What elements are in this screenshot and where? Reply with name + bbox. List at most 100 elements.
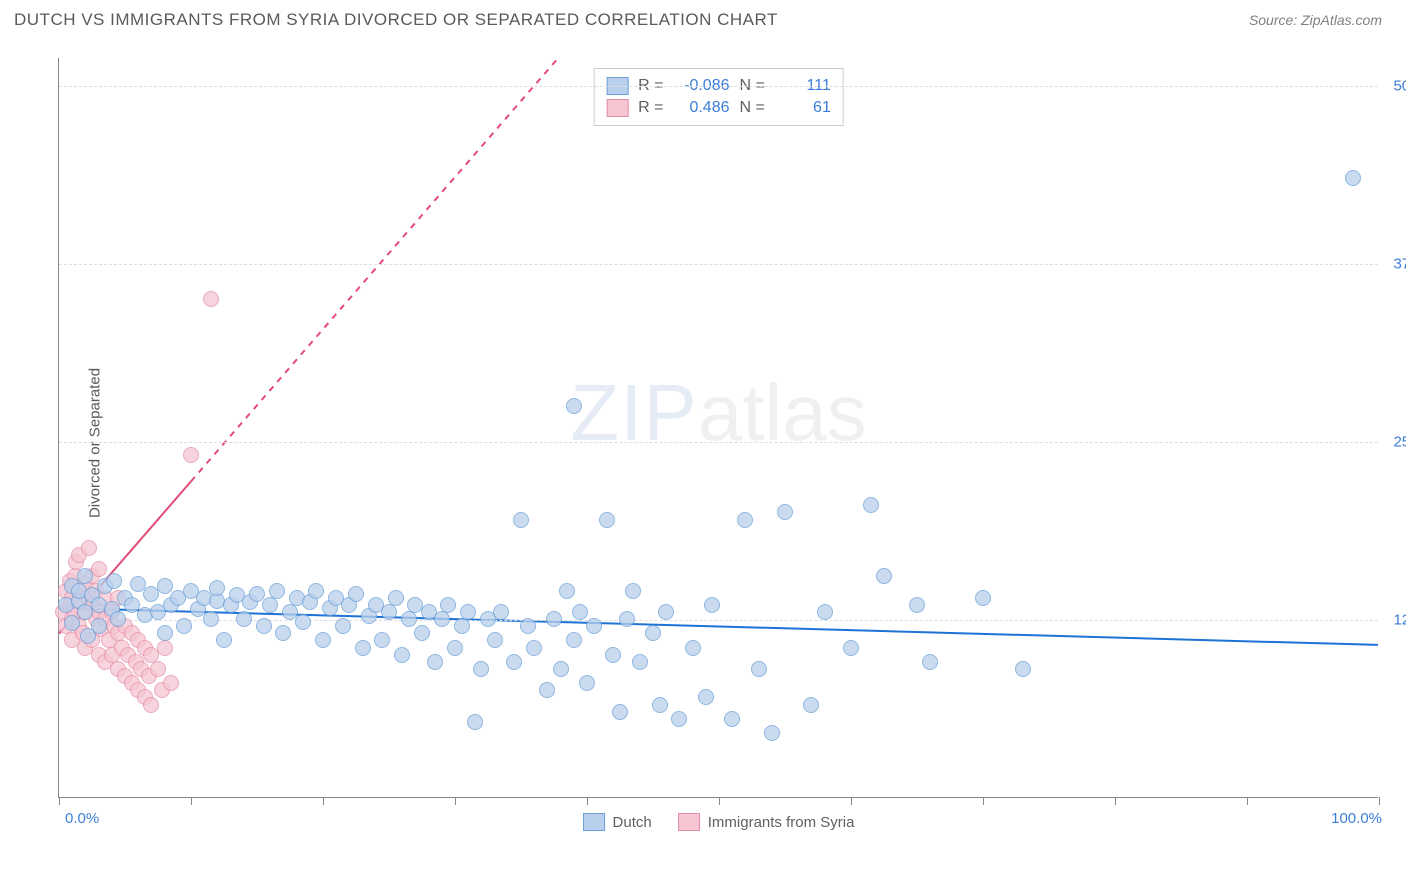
legend-n-value-syria: 61 [775,99,831,117]
data-point-dutch [572,604,588,620]
data-point-syria [81,540,97,556]
data-point-dutch [77,568,93,584]
data-point-syria [203,291,219,307]
data-point-dutch [1345,170,1361,186]
watermark-atlas: atlas [698,368,867,457]
data-point-dutch [262,597,278,613]
data-point-dutch [315,632,331,648]
data-point-dutch [256,618,272,634]
grid-line [59,442,1378,443]
data-point-dutch [566,398,582,414]
data-point-dutch [909,597,925,613]
data-point-dutch [803,697,819,713]
data-point-dutch [599,512,615,528]
x-tick [1379,797,1380,805]
data-point-dutch [275,625,291,641]
data-point-dutch [652,697,668,713]
data-point-dutch [487,632,503,648]
x-tick [191,797,192,805]
data-point-dutch [394,647,410,663]
data-point-dutch [348,586,364,602]
data-point-syria [157,640,173,656]
data-point-dutch [467,714,483,730]
data-point-dutch [619,611,635,627]
data-point-dutch [447,640,463,656]
data-point-dutch [335,618,351,634]
data-point-dutch [427,654,443,670]
data-point-dutch [863,497,879,513]
y-tick-label: 50.0% [1393,78,1406,95]
data-point-dutch [559,583,575,599]
data-point-dutch [176,618,192,634]
data-point-dutch [308,583,324,599]
data-point-dutch [526,640,542,656]
data-point-dutch [586,618,602,634]
data-point-dutch [553,661,569,677]
data-point-dutch [157,625,173,641]
legend-stats: R = -0.086 N = 111 R = 0.486 N = 61 [593,68,844,126]
watermark: ZIPatlas [570,367,866,459]
data-point-dutch [843,640,859,656]
source-attribution: Source: ZipAtlas.com [1249,12,1382,28]
data-point-dutch [632,654,648,670]
x-tick [1247,797,1248,805]
data-point-dutch [625,583,641,599]
data-point-dutch [388,590,404,606]
data-point-dutch [876,568,892,584]
legend-stats-row-syria: R = 0.486 N = 61 [606,97,831,119]
data-point-dutch [658,604,674,620]
data-point-dutch [460,604,476,620]
legend-swatch-syria [678,813,700,831]
legend-item-syria: Immigrants from Syria [678,813,855,831]
x-tick [323,797,324,805]
data-point-dutch [454,618,470,634]
x-tick [983,797,984,805]
x-axis-min-label: 0.0% [65,810,99,827]
data-point-dutch [975,590,991,606]
data-point-dutch [685,640,701,656]
plot-area: ZIPatlas R = -0.086 N = 111 R = 0.486 N … [58,58,1378,798]
grid-line [59,264,1378,265]
data-point-dutch [579,675,595,691]
data-point-syria [163,675,179,691]
data-point-dutch [566,632,582,648]
legend-r-value-syria: 0.486 [674,99,730,117]
chart-container: Divorced or Separated ZIPatlas R = -0.08… [50,48,1390,838]
data-point-dutch [106,573,122,589]
data-point-dutch [414,625,430,641]
data-point-dutch [269,583,285,599]
data-point-dutch [236,611,252,627]
x-axis-max-label: 100.0% [1331,810,1382,827]
data-point-dutch [440,597,456,613]
data-point-dutch [737,512,753,528]
data-point-dutch [612,704,628,720]
x-tick [719,797,720,805]
legend-item-dutch: Dutch [583,813,652,831]
data-point-dutch [520,618,536,634]
legend-label-syria: Immigrants from Syria [708,814,855,831]
grid-line [59,86,1378,87]
y-tick-label: 37.5% [1393,256,1406,273]
x-tick [851,797,852,805]
data-point-dutch [249,586,265,602]
data-point-dutch [546,611,562,627]
legend-label-dutch: Dutch [613,814,652,831]
data-point-dutch [724,711,740,727]
data-point-dutch [605,647,621,663]
x-tick [59,797,60,805]
data-point-dutch [91,618,107,634]
data-point-dutch [922,654,938,670]
data-point-dutch [645,625,661,641]
data-point-dutch [473,661,489,677]
trend-lines [59,58,1378,797]
data-point-dutch [817,604,833,620]
data-point-dutch [209,580,225,596]
legend-swatch-syria [606,99,628,117]
data-point-dutch [374,632,390,648]
data-point-dutch [513,512,529,528]
data-point-dutch [203,611,219,627]
watermark-zip: ZIP [570,368,697,457]
data-point-dutch [64,615,80,631]
data-point-dutch [355,640,371,656]
data-point-dutch [157,578,173,594]
